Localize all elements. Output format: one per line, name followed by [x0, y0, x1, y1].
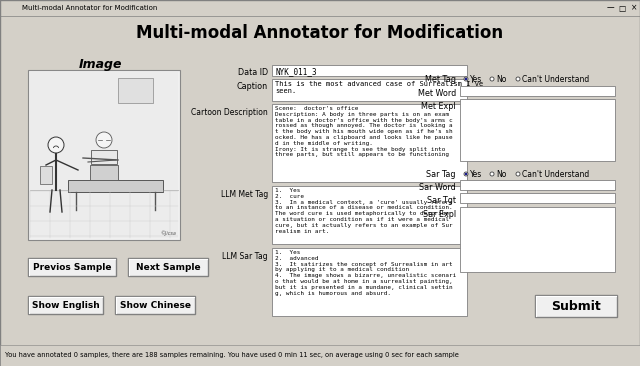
Bar	[90, 165, 118, 180]
Text: Submit: Submit	[551, 299, 601, 313]
Text: LLM Met Tag: LLM Met Tag	[221, 190, 268, 199]
Text: ×: ×	[631, 4, 637, 12]
Text: Scene:  doctor's office
Description: A body in three parts is on an exam
table i: Scene: doctor's office Description: A bo…	[275, 106, 452, 157]
Text: Yes: Yes	[470, 75, 483, 84]
Text: 1.  Yes
2.  advanced
3.  It satirizes the concept of Surrealism in art
by applyi: 1. Yes 2. advanced 3. It satirizes the c…	[275, 250, 456, 296]
Text: Show Chinese: Show Chinese	[120, 300, 191, 310]
Text: Caption: Caption	[237, 82, 268, 91]
Text: Met Word: Met Word	[418, 89, 456, 98]
Text: 1.  Yes
2.  cure
3.  In a medical context, a 'cure' usually refers
to an instanc: 1. Yes 2. cure 3. In a medical context, …	[275, 188, 452, 234]
Bar	[0, 0, 640, 16]
Text: Met Expl: Met Expl	[421, 102, 456, 111]
Bar	[30, 72, 178, 238]
Text: Show English: Show English	[31, 300, 99, 310]
Circle shape	[490, 172, 494, 176]
Bar	[28, 258, 116, 276]
Text: You have annotated 0 samples, there are 188 samples remaining. You have used 0 m: You have annotated 0 samples, there are …	[5, 352, 459, 358]
Text: Sar Tag: Sar Tag	[426, 170, 456, 179]
Text: Met Tag: Met Tag	[425, 75, 456, 84]
Bar	[535, 295, 617, 317]
Bar	[272, 65, 467, 76]
Text: Cartoon Description: Cartoon Description	[191, 108, 268, 117]
Circle shape	[490, 77, 494, 81]
Text: No: No	[496, 170, 506, 179]
Text: Data ID: Data ID	[238, 68, 268, 77]
Text: This is the most advanced case of Surrealism I've
seen.: This is the most advanced case of Surrea…	[275, 81, 483, 94]
Bar	[272, 248, 467, 316]
Bar	[118, 78, 153, 103]
Circle shape	[48, 137, 64, 153]
Bar	[272, 104, 467, 182]
Text: □: □	[618, 4, 626, 12]
Text: Multi-modal Annotator for Modification: Multi-modal Annotator for Modification	[136, 24, 504, 42]
Circle shape	[465, 173, 467, 175]
Bar	[128, 258, 208, 276]
Text: ©Jicsa: ©Jicsa	[160, 230, 176, 236]
Text: Sar Tgt: Sar Tgt	[427, 196, 456, 205]
Bar	[40, 166, 52, 184]
Text: —: —	[606, 4, 614, 12]
Text: No: No	[496, 75, 506, 84]
Text: Next Sample: Next Sample	[136, 262, 200, 272]
Text: Previos Sample: Previos Sample	[33, 262, 111, 272]
Text: NYK_011_3: NYK_011_3	[275, 67, 317, 76]
Bar	[28, 296, 103, 314]
Bar	[68, 180, 163, 192]
Circle shape	[465, 78, 467, 80]
Text: Sar Expl: Sar Expl	[423, 210, 456, 219]
Text: Can't Understand: Can't Understand	[522, 170, 589, 179]
Bar	[91, 150, 117, 164]
Bar	[460, 193, 615, 203]
Text: LLM Sar Tag: LLM Sar Tag	[222, 252, 268, 261]
Circle shape	[96, 132, 112, 148]
Text: Sar Word: Sar Word	[419, 183, 456, 192]
Text: Multi-modal Annotator for Modification: Multi-modal Annotator for Modification	[22, 5, 157, 11]
Bar	[460, 207, 615, 272]
Text: Image: Image	[78, 58, 122, 71]
Bar	[272, 79, 467, 101]
Bar	[28, 70, 180, 240]
Text: Can't Understand: Can't Understand	[522, 75, 589, 84]
Bar	[460, 180, 615, 190]
Bar	[460, 99, 615, 161]
Circle shape	[464, 77, 468, 81]
Text: Yes: Yes	[470, 170, 483, 179]
Circle shape	[516, 172, 520, 176]
Bar	[272, 186, 467, 244]
Circle shape	[464, 172, 468, 176]
Bar	[0, 345, 640, 366]
Bar	[460, 86, 615, 96]
Circle shape	[516, 77, 520, 81]
Bar	[115, 296, 195, 314]
